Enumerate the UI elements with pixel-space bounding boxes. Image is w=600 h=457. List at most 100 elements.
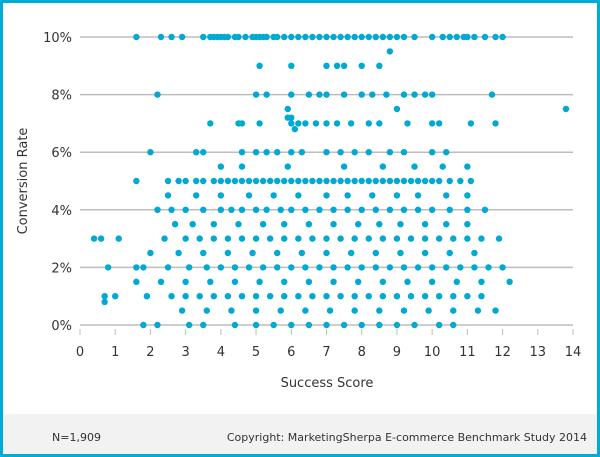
y-tick-label: 4% xyxy=(51,204,72,219)
data-point xyxy=(340,163,348,170)
data-point xyxy=(376,321,383,329)
x-tick-label: 4 xyxy=(217,345,225,360)
data-point xyxy=(245,264,253,271)
data-point xyxy=(344,177,351,185)
data-point xyxy=(393,33,401,41)
data-point xyxy=(175,177,182,185)
data-point xyxy=(344,206,351,213)
data-point xyxy=(400,33,408,41)
data-point xyxy=(193,192,200,199)
data-point xyxy=(414,192,422,199)
data-point xyxy=(235,221,242,228)
data-point xyxy=(224,33,232,41)
x-tick-label: 3 xyxy=(182,345,190,360)
data-point xyxy=(154,321,161,329)
sample-size-note: N=1,909 xyxy=(52,431,101,444)
data-point xyxy=(323,192,330,199)
data-point xyxy=(316,177,323,185)
data-point xyxy=(274,177,281,185)
data-point xyxy=(421,221,429,228)
data-point xyxy=(112,293,119,300)
data-point xyxy=(326,307,334,314)
data-point xyxy=(354,221,362,228)
data-point xyxy=(443,192,450,199)
data-point xyxy=(323,235,330,242)
data-point xyxy=(411,321,418,329)
data-point xyxy=(266,235,274,242)
data-point xyxy=(316,91,323,98)
data-point xyxy=(386,264,394,271)
data-point xyxy=(263,206,270,213)
data-point xyxy=(337,177,344,185)
data-point xyxy=(435,177,443,185)
data-point xyxy=(193,149,200,156)
data-point xyxy=(298,249,306,257)
data-point xyxy=(238,163,246,170)
data-point xyxy=(224,177,232,185)
data-point xyxy=(358,62,365,69)
x-tick-label: 5 xyxy=(252,345,260,360)
data-point xyxy=(302,264,309,271)
data-point xyxy=(372,33,379,41)
data-point xyxy=(284,105,291,113)
data-point xyxy=(147,249,154,257)
data-point xyxy=(323,177,330,185)
data-point xyxy=(340,62,348,69)
data-point xyxy=(365,120,372,127)
data-point xyxy=(376,307,383,314)
data-point xyxy=(316,264,323,271)
data-point xyxy=(450,235,457,242)
data-point xyxy=(161,235,168,242)
data-point xyxy=(182,206,189,213)
data-point xyxy=(200,149,207,156)
data-point xyxy=(274,249,281,257)
data-point xyxy=(196,293,203,300)
data-point xyxy=(372,177,379,185)
data-point xyxy=(400,149,408,156)
data-point xyxy=(393,177,401,185)
data-point xyxy=(485,264,492,271)
data-point xyxy=(453,278,460,285)
data-point xyxy=(372,206,379,213)
data-point xyxy=(168,293,175,300)
data-point xyxy=(224,293,232,300)
data-point xyxy=(499,264,506,271)
data-point xyxy=(365,33,372,41)
data-point xyxy=(400,206,408,213)
data-point xyxy=(495,235,503,242)
data-point xyxy=(182,293,189,300)
data-point xyxy=(330,264,337,271)
data-point xyxy=(210,293,218,300)
data-point xyxy=(351,235,358,242)
data-point xyxy=(488,91,496,98)
data-point xyxy=(478,235,485,242)
data-point xyxy=(446,249,453,257)
data-point xyxy=(168,206,175,213)
data-point xyxy=(242,33,249,41)
data-point xyxy=(471,33,478,41)
y-tick-label: 0% xyxy=(51,319,72,334)
data-point xyxy=(182,278,189,285)
data-point xyxy=(428,264,436,271)
data-point xyxy=(224,235,232,242)
data-point xyxy=(284,163,291,170)
data-point xyxy=(358,33,365,41)
data-point xyxy=(393,105,401,113)
data-point xyxy=(340,91,348,98)
data-point xyxy=(207,120,214,127)
data-point xyxy=(376,221,383,228)
data-point xyxy=(295,235,302,242)
data-point xyxy=(157,33,165,41)
data-point xyxy=(302,33,309,41)
data-point xyxy=(323,120,330,127)
data-point xyxy=(288,264,295,271)
data-point xyxy=(252,307,260,314)
x-tick-label: 1 xyxy=(111,345,119,360)
data-point xyxy=(305,91,313,98)
data-point xyxy=(259,221,267,228)
x-tick-label: 8 xyxy=(358,345,366,360)
data-point xyxy=(443,264,450,271)
data-point xyxy=(376,120,383,127)
data-point xyxy=(323,62,330,69)
